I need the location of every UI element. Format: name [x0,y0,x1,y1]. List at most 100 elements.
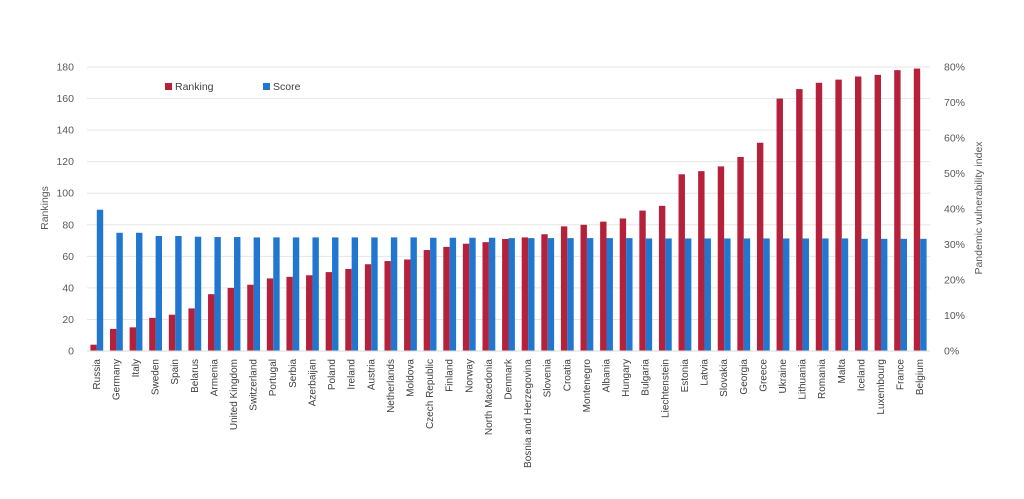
x-tick-label: Moldova [406,359,417,397]
x-tick-label: Netherlands [386,359,397,413]
x-tick-label: Spain [170,359,181,385]
bar-score [430,237,437,351]
bar-score [292,237,300,351]
y2-tick-label: 30% [944,239,965,251]
bar-ranking [600,221,607,351]
bar-ranking [325,272,333,351]
bar-ranking [796,89,803,351]
bar-ranking [874,74,881,351]
y-tick-label: 40 [62,282,74,294]
x-tick-label: Iceland [856,359,867,391]
x-tick-label: Finland [445,359,456,392]
bar-ranking [580,224,587,351]
bar-ranking [462,243,470,351]
x-tick-label: France [896,359,907,391]
bar-score [900,238,907,351]
bar-score [194,236,202,351]
bar-ranking [698,171,705,351]
x-tick-label: Serbia [288,359,299,388]
y-tick-label: 180 [56,62,74,74]
bar-score [626,238,633,351]
x-tick-label: Romania [817,359,828,399]
x-tick-label: Croatia [562,359,573,392]
bar-ranking [208,294,215,351]
x-tick-label: Hungary [621,359,632,397]
bar-ranking [345,268,352,351]
bar-ranking [286,276,293,351]
x-tick-label: Russia [92,359,103,390]
bar-ranking [423,250,431,351]
y2-tick-label: 20% [944,275,965,287]
bar-ranking [129,327,137,351]
y2-tick-label: 70% [944,97,965,109]
y2-tick-label: 80% [944,62,965,74]
legend-label-score: Score [273,81,301,93]
bar-score [920,238,927,351]
bar-score [253,237,261,351]
x-tick-label: Montenegro [582,359,593,413]
bar-ranking [776,98,783,351]
x-tick-label: Georgia [739,359,750,395]
bar-score [724,238,731,351]
y-tick-label: 80 [62,219,74,231]
x-tick-label: Czech Republic [425,359,436,429]
bar-score [155,235,163,351]
bar-score [96,209,104,351]
bar-score [684,238,692,351]
y2-tick-label: 50% [944,168,965,180]
bar-score [410,237,417,351]
y-tick-label: 140 [56,125,74,137]
bar-score [214,237,221,351]
y2-tick-label: 10% [944,310,965,322]
bar-ranking [521,237,529,351]
bar-score [508,238,515,351]
bar-ranking [678,174,685,351]
bar-score [665,238,672,351]
y-axis-title: Rankings [39,186,51,230]
bar-score [782,238,790,351]
bar-score [273,237,280,351]
bar-ranking [149,317,156,351]
y-tick-label: 160 [56,93,74,105]
bar-ranking [658,205,666,351]
bar-ranking [188,308,195,351]
bar-score [332,237,339,351]
y-tick-label: 20 [62,314,74,326]
bar-ranking [90,344,97,351]
bar-score [841,238,849,351]
bar-score [567,238,574,351]
bar-score [528,238,535,351]
bar-score [469,237,476,351]
x-tick-label: Denmark [504,358,515,400]
bar-score [704,238,711,351]
right-axis-ticks: 0% 10% 20% 30% 40% 50% 60% 70% 80% [944,62,965,358]
bar-score [390,237,398,351]
x-tick-label: Greece [758,359,769,392]
bar-score [861,238,868,351]
x-tick-label: Malta [837,359,848,384]
bar-ranking [110,328,117,351]
bar-ranking [756,142,764,351]
left-axis-ticks: 0 20 40 60 80 100 120 140 160 180 [56,62,74,358]
bar-ranking [266,278,274,351]
bar-score [763,238,770,351]
bar-ranking [894,70,901,352]
x-tick-label: Liechtenstein [660,359,671,418]
x-tick-label: Azerbaijan [308,359,319,406]
x-tick-label: Lithuania [798,359,809,400]
bar-ranking [913,68,921,352]
bar-score [802,238,809,351]
y-tick-label: 100 [56,188,74,200]
legend-label-ranking: Ranking [175,81,214,93]
x-tick-label: Switzerland [249,359,260,411]
bars [90,68,927,352]
y2-axis-title: Pandemic vulnerability index [973,141,985,275]
y-tick-label: 0 [68,346,74,358]
x-tick-label: Armenia [209,359,220,397]
bar-ranking [815,82,823,352]
bar-ranking [306,275,313,351]
x-tick-label: United Kingdom [229,359,240,430]
bar-score [822,238,829,351]
x-tick-label: Ukraine [778,359,789,394]
x-tick-label: Norway [464,359,475,393]
